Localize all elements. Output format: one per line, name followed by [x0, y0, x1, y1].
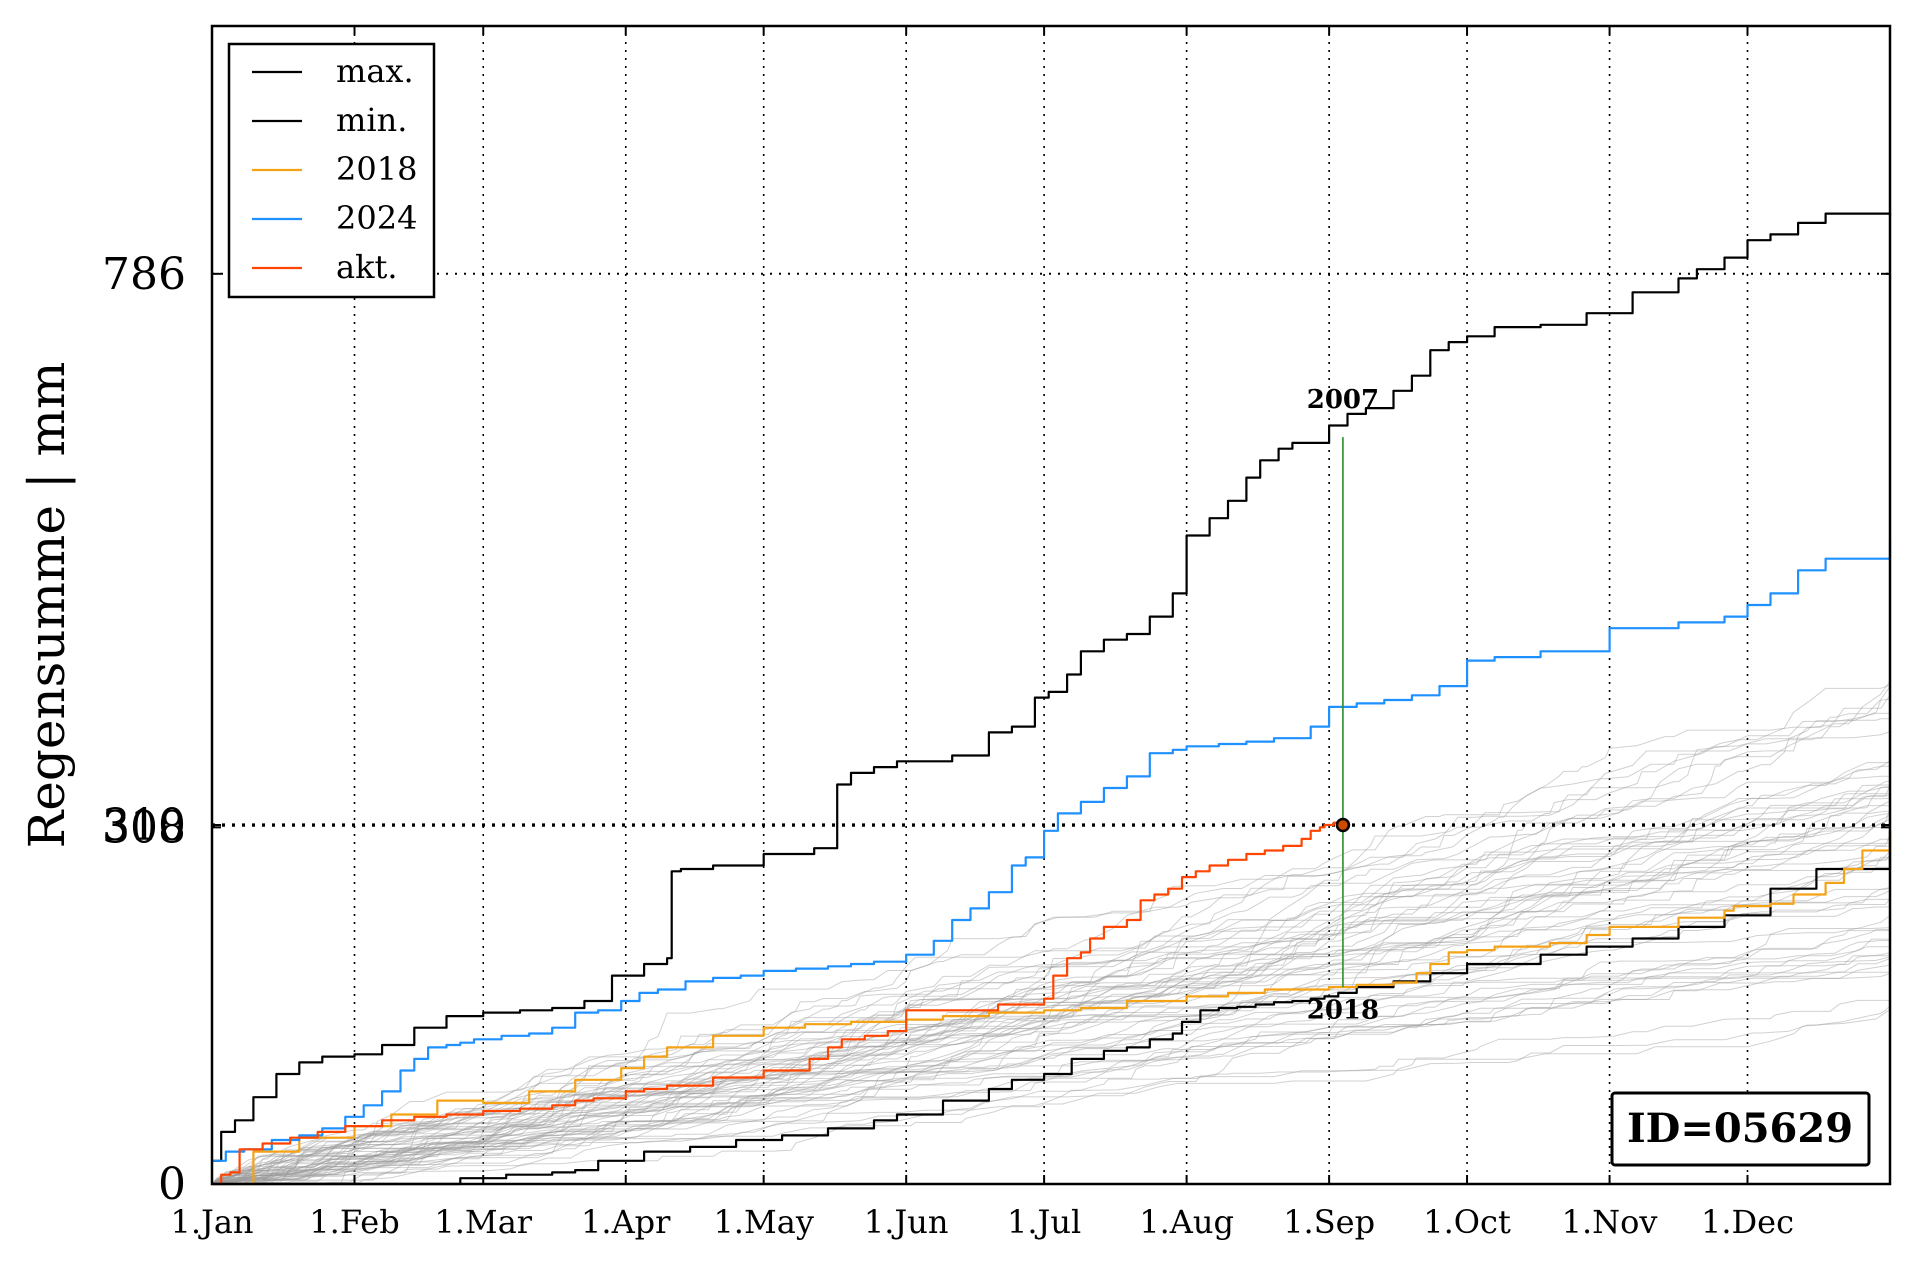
annotation-layer: 2007 2018 [1307, 385, 1379, 1025]
background-trace [212, 838, 1890, 1185]
background-trace [211, 999, 1890, 1185]
background-trace [212, 887, 1891, 1185]
background-trace [212, 845, 1891, 1185]
background-trace [212, 898, 1890, 1185]
x-tick-label: 1.Sep [1283, 1203, 1375, 1241]
y-tick-label: 308 [102, 802, 186, 853]
background-trace [211, 866, 1890, 1185]
background-trace [212, 906, 1890, 1185]
id-box-text: ID=05629 [1627, 1105, 1853, 1152]
background-trace [211, 952, 1891, 1185]
background-trace [211, 850, 1891, 1185]
annotation-label: 2007 [1307, 385, 1379, 415]
background-trace [212, 938, 1890, 1185]
series-line-min [212, 830, 1892, 1186]
id-box: ID=05629 [1610, 1091, 1871, 1167]
background-trace [212, 718, 1890, 1185]
background-trace [212, 955, 1890, 1185]
legend-label: min. [336, 101, 407, 139]
background-trace [212, 712, 1890, 1185]
x-tick-label: 1.Mar [434, 1203, 532, 1241]
background-trace [212, 787, 1890, 1185]
background-trace [211, 760, 1891, 1185]
background-trace [211, 698, 1891, 1185]
background-trace [211, 890, 1891, 1185]
background-trace [211, 808, 1891, 1185]
id-box-frame [1610, 1091, 1871, 1167]
background-trace [211, 680, 1891, 1185]
background-trace [211, 781, 1891, 1185]
background-trace [211, 854, 1891, 1185]
background-trace [211, 958, 1891, 1185]
y-tick-label: 0 [158, 1159, 186, 1210]
background-trace [212, 930, 1890, 1185]
series-layer [212, 212, 1892, 1186]
x-tick-label: 1.Apr [581, 1203, 671, 1241]
background-trace [211, 940, 1890, 1185]
background-trace [211, 858, 1890, 1185]
x-tick-labels: 1.Jan 1.Feb 1.Mar 1.Apr 1.May 1.Jun 1.Jul 1.Aug… [170, 1203, 1794, 1241]
background-trace [211, 784, 1890, 1185]
background-trace [211, 927, 1891, 1185]
background-trace [212, 813, 1890, 1185]
x-tick-label: 1.Jul [1007, 1203, 1081, 1241]
background-trace [211, 929, 1890, 1185]
legend-label: max. [336, 52, 414, 90]
plot-frame [210, 24, 1892, 1186]
background-trace [212, 810, 1890, 1185]
background-trace [212, 684, 1891, 1185]
background-trace [212, 946, 1890, 1185]
background-trace [212, 834, 1891, 1185]
background-trace [212, 786, 1890, 1185]
background-trace [211, 915, 1891, 1185]
series-line-akt [212, 821, 1343, 1186]
background-trace [211, 686, 1891, 1185]
x-tick-label: 1.Aug [1139, 1203, 1234, 1241]
x-tick-label: 1.Jan [170, 1203, 253, 1241]
annotation-label: 2018 [1307, 995, 1379, 1025]
x-tick-label: 1.Feb [309, 1203, 399, 1241]
legend-label: akt. [336, 248, 398, 286]
background-trace [212, 856, 1890, 1185]
background-trace [211, 775, 1890, 1185]
background-trace [211, 793, 1890, 1185]
y-tick-label: 310 [102, 800, 186, 851]
background-trace [212, 827, 1890, 1185]
legend: max. min. 2018 2024 akt. [227, 42, 436, 299]
axis-ticks [211, 26, 1890, 1185]
y-tick-label: 786 [102, 249, 186, 300]
background-trace [211, 800, 1891, 1185]
background-trace [211, 898, 1891, 1185]
x-tick-label: 1.Jun [864, 1203, 949, 1241]
background-trace [211, 805, 1890, 1185]
background-trace [211, 964, 1891, 1185]
reference-lines [212, 272, 1890, 827]
y-axis-label: Regensumme | mm [18, 362, 76, 849]
background-trace [211, 814, 1891, 1185]
background-trace [211, 695, 1891, 1185]
background-trace [211, 797, 1891, 1185]
background-trace [212, 1008, 1891, 1185]
x-tick-label: 1.May [713, 1203, 813, 1241]
legend-label: 2024 [336, 199, 417, 237]
background-trace [212, 765, 1890, 1185]
background-trace [211, 761, 1891, 1185]
current-marker [1335, 817, 1351, 833]
series-line-2024 [212, 541, 1892, 1162]
x-tick-label: 1.Oct [1423, 1203, 1511, 1241]
x-tick-label: 1.Dec [1701, 1203, 1794, 1241]
background-trace [211, 972, 1891, 1185]
series-line-2018 [212, 830, 1892, 1186]
background-trace [211, 1005, 1891, 1185]
background-trace [211, 784, 1891, 1185]
series-line-max [212, 212, 1892, 1162]
background-trace [211, 956, 1891, 1185]
background-trace [211, 971, 1890, 1185]
x-tick-label: 1.Nov [1562, 1203, 1658, 1241]
legend-label: 2018 [336, 150, 417, 188]
background-trace [211, 842, 1890, 1185]
